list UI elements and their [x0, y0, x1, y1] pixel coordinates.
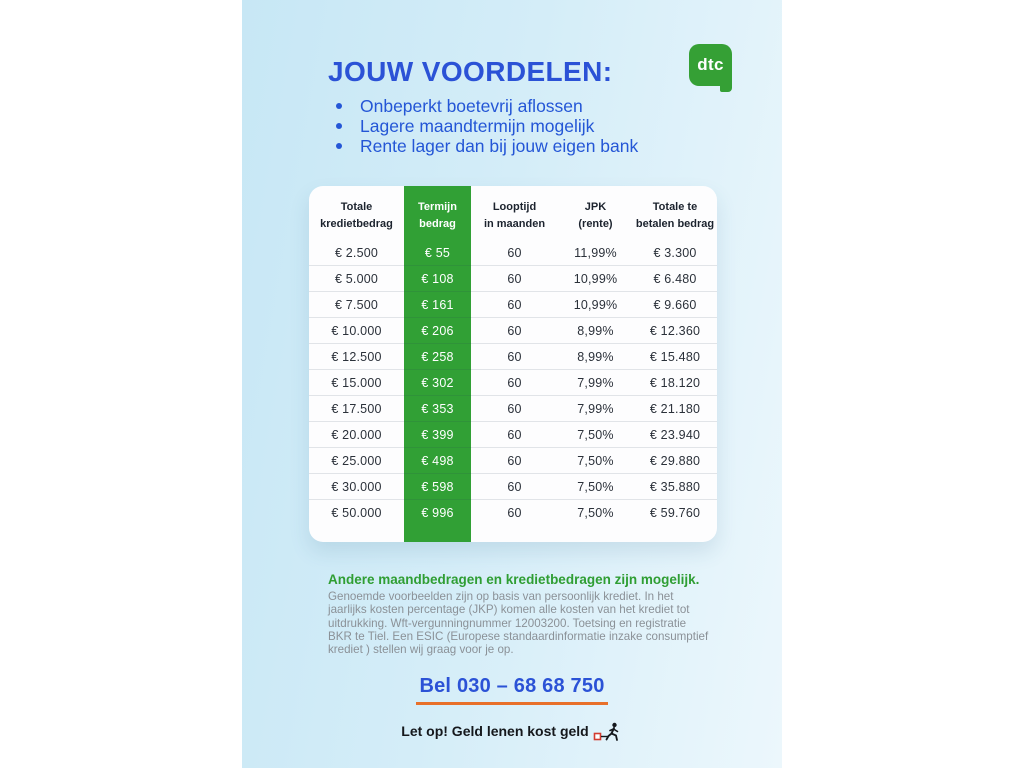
- bullet-icon: [336, 143, 342, 149]
- phone-row: Bel 030 – 68 68 750: [242, 675, 782, 705]
- table-row: € 15.000 € 302 60 7,99% € 18.120: [309, 370, 717, 396]
- flyer-panel: JOUW VOORDELEN: dtc Onbeperkt boetevrij …: [242, 0, 782, 768]
- table-row: € 50.000 € 996 60 7,50% € 59.760: [331, 506, 701, 520]
- benefit-label: Onbeperkt boetevrij aflossen: [360, 95, 583, 116]
- table-row: € 7.500 € 161 60 10,99% € 9.660: [309, 292, 717, 318]
- rates-table-card: Totale kredietbedrag Termijn bedrag Loop…: [309, 186, 717, 542]
- benefits-list: Onbeperkt boetevrij aflossen Lagere maan…: [328, 96, 638, 156]
- col-header-looptijd: Looptijd in maanden: [483, 201, 546, 230]
- possibilities-note: Andere maandbedragen en kredietbedragen …: [328, 572, 700, 587]
- bullet-icon: [336, 103, 342, 109]
- benefit-label: Rente lager dan bij jouw eigen bank: [360, 135, 639, 156]
- table-row: € 2.500 € 55 60 11,99% € 3.300: [309, 240, 717, 266]
- col-header-totale-te-betalen: Totale te betalen bedrag: [635, 201, 715, 230]
- table-row: € 5.000 € 108 60 10,99% € 6.480: [309, 266, 717, 292]
- table-row: € 10.000 € 206 60 8,99% € 12.360: [309, 318, 717, 344]
- benefit-item: Lagere maandtermijn mogelijk: [328, 116, 638, 136]
- table-row: € 20.000 € 399 60 7,50% € 23.940: [309, 422, 717, 448]
- credit-warning-label: Let op! Geld lenen kost geld: [401, 723, 589, 739]
- dtc-logo: dtc: [689, 44, 732, 92]
- table-header-row: Totale kredietbedrag Termijn bedrag Loop…: [309, 186, 717, 240]
- benefit-item: Onbeperkt boetevrij aflossen: [328, 96, 638, 116]
- benefit-item: Rente lager dan bij jouw eigen bank: [328, 136, 638, 156]
- table-row: € 25.000 € 498 60 7,50% € 29.880: [309, 448, 717, 474]
- page-title: JOUW VOORDELEN:: [328, 56, 613, 87]
- highlight-column-background: [404, 186, 471, 542]
- bullet-icon: [336, 123, 342, 129]
- table-row: € 17.500 € 353 60 7,99% € 21.180: [309, 396, 717, 422]
- col-header-jpk-rente: JPK (rente): [578, 201, 613, 230]
- table-row: € 12.500 € 258 60 8,99% € 15.480: [309, 344, 717, 370]
- col-header-totale-kredietbedrag: Totale kredietbedrag: [320, 201, 393, 230]
- geld-lenen-kost-geld-icon: [593, 722, 619, 741]
- phone-link[interactable]: Bel 030 – 68 68 750: [416, 675, 608, 705]
- dtc-logo-text: dtc: [697, 55, 724, 74]
- benefit-label: Lagere maandtermijn mogelijk: [360, 115, 595, 136]
- credit-warning: Let op! Geld lenen kost geld: [242, 720, 782, 742]
- legal-disclaimer: Genoemde voorbeelden zijn op basis van p…: [328, 590, 709, 657]
- col-header-termijn-bedrag: Termijn bedrag: [418, 201, 457, 230]
- table-row: € 30.000 € 598 60 7,50% € 35.880: [309, 474, 717, 500]
